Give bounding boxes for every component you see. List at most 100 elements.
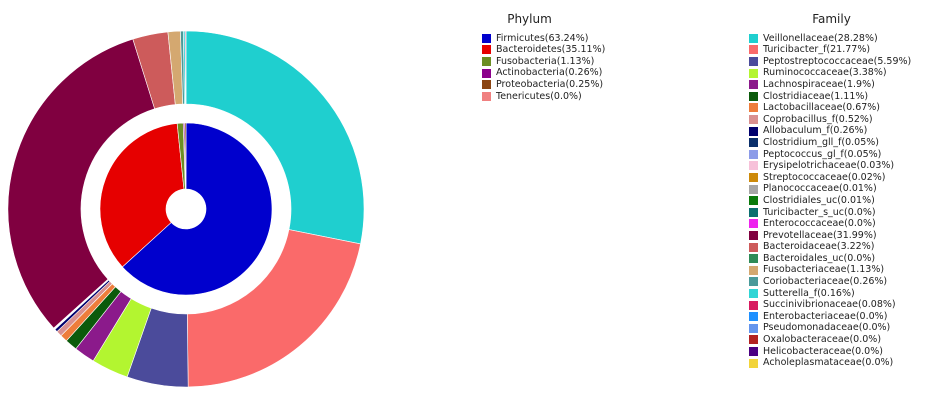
legend-label: Helicobacteraceae(0.0%) [763,345,883,357]
legend-swatch [749,68,758,78]
legend-swatch [749,265,758,275]
legend-swatch [749,184,758,194]
legend-label: Coriobacteriaceae(0.26%) [763,276,888,288]
legend-label: Peptococcus_gl_f(0.05%) [763,148,882,160]
legend-swatch [749,161,758,171]
legend-item-streptococcaceae: Streptococcaceae(0.02%) [749,172,929,184]
legend-item-actinobacteria: Actinobacteria(0.26%) [482,67,622,79]
legend-item-tenericutes: Tenericutes(0.0%) [482,91,622,103]
legend-item-turicibacter-f: Turicibacter_f(21.77%) [749,44,929,56]
legend-swatch [749,219,758,229]
legend-item-coriobacteriaceae: Coriobacteriaceae(0.26%) [749,276,929,288]
legend-label: Turicibacter_f(21.77%) [763,44,871,56]
phylum-ring [99,122,273,296]
legend-label: Streptococcaceae(0.02%) [763,171,886,183]
legend-swatch [749,207,758,217]
legend-swatch [482,33,491,43]
legend-label: Bacteroidales_uc(0.0%) [763,252,876,264]
legend-label: Sutterella_f(0.16%) [763,287,855,299]
family-legend-items: Veillonellaceae(28.28%) Turicibacter_f(21… [749,33,929,369]
legend-swatch [749,115,758,125]
legend-swatch [749,103,758,113]
legend-item-proteobacteria: Proteobacteria(0.25%) [482,79,622,91]
legend-swatch [749,196,758,206]
legend-label: Planococcaceae(0.01%) [763,183,877,195]
legend-label: Allobaculum_f(0.26%) [763,125,868,137]
legend-swatch [749,242,758,252]
legend-swatch [749,288,758,298]
legend-swatch [482,91,491,101]
legend-swatch [749,312,758,322]
legend-item-clostridium-gll-f: Clostridium_gll_f(0.05%) [749,137,929,149]
slice-firmicutes [121,122,273,296]
legend-label: Fusobacteria(1.13%) [496,55,595,67]
legend-label: Bacteroidetes(35.11%) [496,44,606,56]
legend-label: Tenericutes(0.0%) [496,90,582,102]
legend-item-bacteroidales-uc: Bacteroidales_uc(0.0%) [749,253,929,265]
legend-item-planococcaceae: Planococcaceae(0.01%) [749,183,929,195]
legend-item-firmicutes: Firmicutes(63.24%) [482,33,622,45]
legend-item-erysipelotrichaceae: Erysipelotrichaceae(0.03%) [749,160,929,172]
legend-swatch [482,45,491,55]
legend-swatch [749,346,758,356]
legend-label: Succinivibrionaceae(0.08%) [763,299,896,311]
phylum-legend-items: Firmicutes(63.24%) Bacteroidetes(35.11%) F… [482,33,622,103]
legend-swatch [749,173,758,183]
legend-label: Enterobacteriaceae(0.0%) [763,310,888,322]
legend-label: Prevotellaceae(31.99%) [763,229,877,241]
legend-swatch [749,57,758,67]
legend-swatch [749,277,758,287]
legend-swatch [749,254,758,264]
slice-proteobacteria [184,122,187,190]
family-legend-title: Family [812,12,851,26]
legend-label: Coprobacillus_f(0.52%) [763,113,873,125]
legend-swatch [749,45,758,55]
slice-prevotellaceae [7,38,156,329]
legend-item-bacteroidaceae: Bacteroidaceae(3.22%) [749,241,929,253]
legend-item-succinivibrionaceae: Succinivibrionaceae(0.08%) [749,299,929,311]
slice-bacteroidetes [99,123,185,268]
legend-swatch [749,33,758,43]
legend-swatch [749,80,758,90]
legend-item-helicobacteraceae: Helicobacteraceae(0.0%) [749,346,929,358]
legend-swatch [749,149,758,159]
phylum-legend-title: Phylum [507,12,552,26]
legend-item-clostridiaceae: Clostridiaceae(1.11%) [749,91,929,103]
legend-swatch [749,323,758,333]
legend-label: Pseudomonadaceae(0.0%) [763,322,891,334]
legend-item-lachnospiraceae: Lachnospiraceae(1.9%) [749,79,929,91]
slice-veillonellaceae [185,30,365,245]
legend-item-enterococcaceae: Enterococcaceae(0.0%) [749,218,929,230]
family-ring [7,30,365,388]
legend-swatch [749,126,758,136]
legend-item-coprobacillus-f: Coprobacillus_f(0.52%) [749,114,929,126]
legend-item-prevotellaceae: Prevotellaceae(31.99%) [749,230,929,242]
legend-item-veillonellaceae: Veillonellaceae(28.28%) [749,33,929,45]
slice-turicibacter-f [186,229,361,388]
legend-label: Firmicutes(63.24%) [496,32,589,44]
family-legend: Family Veillonellaceae(28.28%) Turicibact… [749,12,929,369]
legend-item-ruminococcaceae: Ruminococcaceae(3.38%) [749,67,929,79]
legend-label: Erysipelotrichaceae(0.03%) [763,160,895,172]
slice-succinivibrionaceae [184,30,187,105]
legend-item-clostridiales-uc: Clostridiales_uc(0.01%) [749,195,929,207]
legend-swatch [749,91,758,101]
legend-label: Bacteroidaceae(3.22%) [763,241,875,253]
legend-label: Clostridiales_uc(0.01%) [763,194,875,206]
legend-swatch [482,80,491,90]
phylum-family-sunburst-chart [7,30,365,388]
legend-item-lactobacillaceae: Lactobacillaceae(0.67%) [749,102,929,114]
legend-label: Acholeplasmataceae(0.0%) [763,357,894,369]
legend-swatch [482,68,491,78]
legend-item-pseudomonadaceae: Pseudomonadaceae(0.0%) [749,322,929,334]
legend-item-bacteroidetes: Bacteroidetes(35.11%) [482,44,622,56]
legend-label: Clostridiaceae(1.11%) [763,90,869,102]
legend-label: Lactobacillaceae(0.67%) [763,102,881,114]
legend-item-turicibacter-s-uc: Turicibacter_s_uc(0.0%) [749,207,929,219]
legend-item-allobaculum-f: Allobaculum_f(0.26%) [749,125,929,137]
legend-label: Fusobacteriaceae(1.13%) [763,264,885,276]
legend-swatch [749,300,758,310]
legend-label: Oxalobacteraceae(0.0%) [763,334,882,346]
legend-label: Veillonellaceae(28.28%) [763,32,878,44]
legend-label: Actinobacteria(0.26%) [496,67,603,79]
